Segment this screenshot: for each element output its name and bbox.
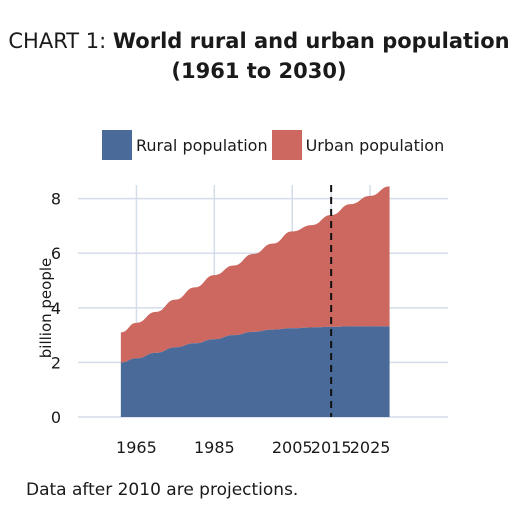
x-tick-label: 1965 <box>116 438 157 457</box>
chart-legend: Rural population Urban population <box>102 129 448 161</box>
x-tick-label: 2015 <box>311 438 352 457</box>
y-tick-label: 2 <box>51 353 61 372</box>
chart-title-main: World rural and urban population <box>112 29 510 53</box>
y-tick-label: 4 <box>51 299 61 318</box>
x-tick-label: 2005 <box>272 438 313 457</box>
legend-swatch-urban <box>271 130 302 160</box>
legend-item-urban: Urban population <box>271 130 445 160</box>
y-tick-label: 8 <box>51 190 61 209</box>
x-tick-label: 1985 <box>194 438 235 457</box>
y-axis-label: billion people <box>37 258 55 359</box>
legend-label-urban: Urban population <box>305 135 445 155</box>
chart-title: CHART 1: World rural and urban populatio… <box>0 26 518 86</box>
legend-item-rural: Rural population <box>102 130 268 160</box>
footnote: Data after 2010 are projections. <box>26 480 299 500</box>
urban-population-area <box>120 186 390 363</box>
chart-title-line1: CHART 1: World rural and urban populatio… <box>0 26 518 56</box>
y-tick-label: 6 <box>51 244 61 263</box>
chart-title-prefix: CHART 1: <box>8 29 113 53</box>
legend-swatch-rural <box>102 130 132 160</box>
rural-population-area <box>120 326 390 417</box>
legend-label-rural: Rural population <box>136 135 268 155</box>
y-tick-label: 0 <box>51 408 61 427</box>
x-tick-label: 2025 <box>350 438 391 457</box>
chart-title-line2: (1961 to 2030) <box>171 59 347 83</box>
